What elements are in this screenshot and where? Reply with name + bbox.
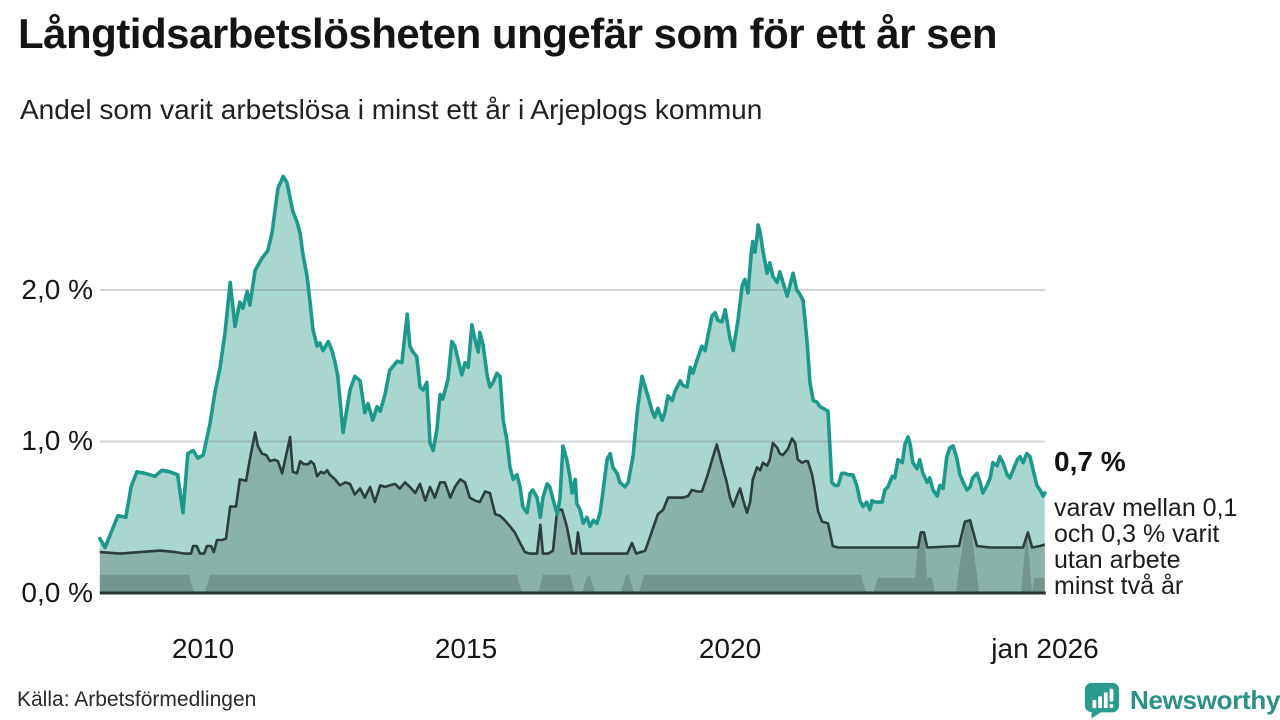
end-value-annotation: 0,7 % varav mellan 0,1 och 0,3 % varit u… <box>1054 446 1274 599</box>
logo-exclamation-dot <box>1109 703 1114 709</box>
end-value: 0,7 % <box>1054 446 1126 477</box>
x-axis-label-2010: 2010 <box>171 633 235 664</box>
y-axis-label-0: 0,0 % <box>21 577 93 608</box>
y-axis-label-2: 2,0 % <box>21 274 93 305</box>
annotation-line-3: utan arbete <box>1054 546 1181 574</box>
page-subtitle: Andel som varit arbetslösa i minst ett å… <box>20 94 763 125</box>
main-series-line <box>98 174 1047 550</box>
band-upper-area <box>99 432 1045 593</box>
logo-bar-small <box>1092 700 1097 709</box>
source-note: Källa: Arbetsförmedlingen <box>17 688 257 711</box>
annotation-line-4: minst två år <box>1054 572 1184 600</box>
band-lower-area <box>99 520 1045 593</box>
annotation-line-1: varav mellan 0,1 <box>1054 494 1238 522</box>
band-upper-line <box>99 431 1046 555</box>
newsworthy-logo-text: Newsworthy <box>1130 684 1280 715</box>
newsworthy-logo: Newsworthy <box>1083 681 1280 719</box>
main-series-area <box>99 176 1045 593</box>
end-value-description: varav mellan 0,1 och 0,3 % varit utan ar… <box>1054 495 1274 599</box>
logo-bar-medium <box>1098 696 1102 709</box>
annotation-line-2: och 0,3 % varit <box>1054 520 1220 548</box>
newsworthy-logo-icon <box>1084 682 1120 719</box>
logo-bar-large <box>1103 692 1108 709</box>
y-axis-label-1: 1,0 % <box>21 425 93 456</box>
x-axis-label-2015: 2015 <box>434 633 498 664</box>
logo-exclamation-bar <box>1109 688 1114 702</box>
page-title: Långtidsarbetslösheten ungefär som för e… <box>18 10 998 57</box>
x-axis-label-2020: 2020 <box>698 633 762 664</box>
x-axis-label-jan-2026: jan 2026 <box>991 633 1099 664</box>
